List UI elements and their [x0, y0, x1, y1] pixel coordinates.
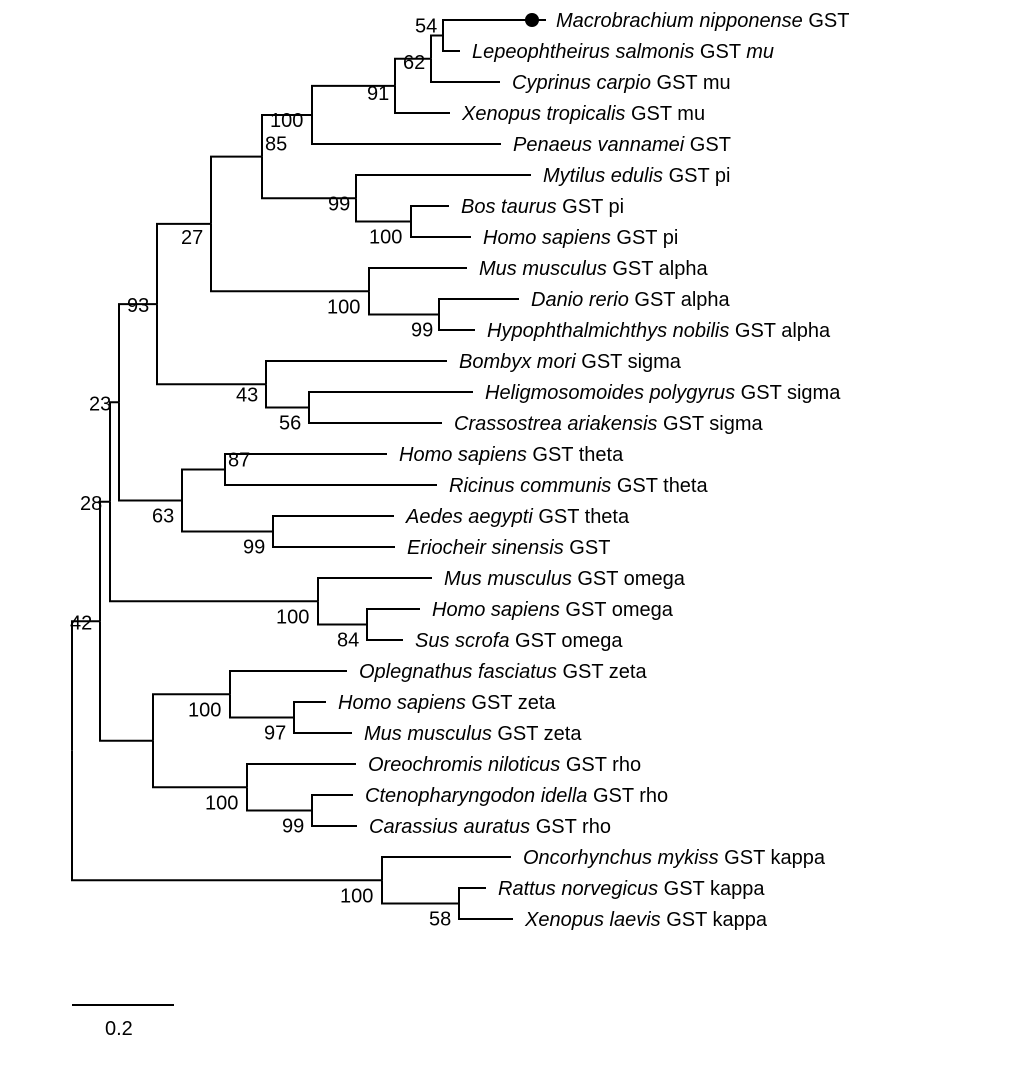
tip-label: Mytilus edulis GST pi: [543, 165, 730, 187]
bootstrap-value: 93: [127, 295, 149, 317]
bootstrap-value: 91: [367, 83, 389, 105]
bootstrap-value: 100: [270, 110, 303, 132]
tip-label: Mus musculus GST omega: [444, 568, 686, 590]
tip-label: Mus musculus GST alpha: [479, 258, 708, 280]
bootstrap-value: 23: [89, 393, 111, 415]
bootstrap-value: 56: [279, 413, 301, 435]
tip-label: Heligmosomoides polygyrus GST sigma: [485, 382, 841, 404]
tip-label: Rattus norvegicus GST kappa: [498, 878, 765, 900]
tip-label: Homo sapiens GST theta: [399, 444, 624, 466]
bootstrap-value: 42: [70, 612, 92, 634]
scale-bar-label: 0.2: [105, 1018, 133, 1040]
tip-label: Sus scrofa GST omega: [415, 630, 623, 652]
tip-label: Oncorhynchus mykiss GST kappa: [523, 847, 826, 869]
bootstrap-value: 100: [327, 296, 360, 318]
tip-label: Oplegnathus fasciatus GST zeta: [359, 661, 647, 683]
tip-label: Homo sapiens GST pi: [483, 227, 678, 249]
tip-label: Macrobrachium nipponense GST: [556, 10, 849, 32]
phylogenetic-tree: 54 62 91 100 100 99 85 99 100 27 56 43 93 87 99 63 23 84 1…: [0, 0, 1024, 1069]
bootstrap-value: 97: [264, 723, 286, 745]
tip-label: Homo sapiens GST zeta: [338, 692, 556, 714]
bootstrap-value: 28: [80, 493, 102, 515]
bootstrap-value: 99: [328, 193, 350, 215]
tip-label: Bos taurus GST pi: [461, 196, 624, 218]
tip-label: Carassius auratus GST rho: [369, 816, 611, 838]
tip-label: Lepeophtheirus salmonis GST mu: [472, 41, 774, 63]
tip-label: Mus musculus GST zeta: [364, 723, 582, 745]
bootstrap-value: 62: [403, 52, 425, 74]
tip-label: Danio rerio GST alpha: [531, 289, 731, 311]
bootstrap-value: 99: [243, 537, 265, 559]
bootstrap-value: 100: [188, 699, 221, 721]
bootstrap-value: 100: [276, 606, 309, 628]
tip-label: Bombyx mori GST sigma: [459, 351, 682, 373]
tip-label: Hypophthalmichthys nobilis GST alpha: [487, 320, 831, 342]
tip-label: Aedes aegypti GST theta: [405, 506, 630, 528]
bootstrap-value: 100: [340, 885, 373, 907]
tip-label: Penaeus vannamei GST: [513, 134, 731, 156]
bootstrap-value: 87: [228, 450, 250, 472]
bootstrap-value: 85: [265, 134, 287, 156]
bootstrap-value: 99: [282, 816, 304, 838]
bootstrap-value: 100: [369, 227, 402, 249]
highlight-marker: [525, 13, 539, 27]
tip-label: Xenopus tropicalis GST mu: [461, 103, 705, 125]
tip-label: Homo sapiens GST omega: [432, 599, 674, 621]
tip-label: Oreochromis niloticus GST rho: [368, 754, 641, 776]
bootstrap-value: 100: [205, 792, 238, 814]
tip-label: Eriocheir sinensis GST: [407, 537, 610, 559]
bootstrap-value: 63: [152, 506, 174, 528]
bootstrap-value: 54: [415, 16, 437, 38]
bootstrap-value: 99: [411, 320, 433, 342]
bootstrap-value: 84: [337, 630, 359, 652]
tip-label: Xenopus laevis GST kappa: [524, 909, 768, 931]
tip-label: Crassostrea ariakensis GST sigma: [454, 413, 764, 435]
tip-label: Cyprinus carpio GST mu: [512, 72, 731, 94]
tip-label: Ctenopharyngodon idella GST rho: [365, 785, 668, 807]
bootstrap-value: 58: [429, 909, 451, 931]
bootstrap-value: 27: [181, 227, 203, 249]
tip-label: Ricinus communis GST theta: [449, 475, 708, 497]
bootstrap-value: 43: [236, 384, 258, 406]
